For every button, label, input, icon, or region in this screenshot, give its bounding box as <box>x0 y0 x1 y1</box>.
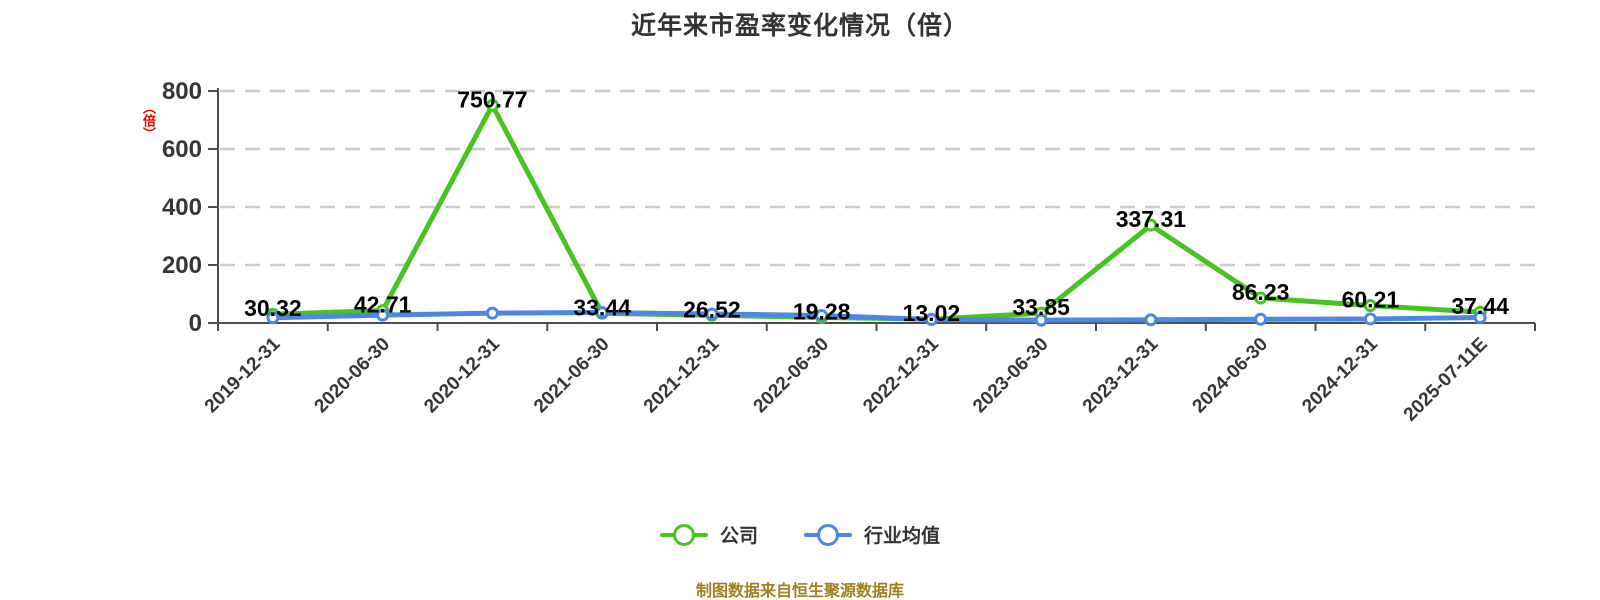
series-line-公司 <box>270 102 1483 322</box>
marker-公司-2023-12-31 <box>1144 218 1158 232</box>
marker-公司-2024-12-31 <box>1363 299 1377 313</box>
legend-item-company[interactable]: 公司 <box>659 521 758 548</box>
x-axis-label-2023-06-30: 2023-06-30 <box>969 334 1053 418</box>
value-label-2022-06-30: 19.28 <box>793 298 851 324</box>
marker-行业均值-2024-06-30 <box>1254 312 1268 326</box>
legend-item-industry-average[interactable]: 行业均值 <box>804 521 940 548</box>
marker-行业均值-2020-12-31 <box>485 306 499 320</box>
x-axis-label-2020-06-30: 2020-06-30 <box>311 334 395 418</box>
legend-marker-company <box>659 523 708 546</box>
value-label-2023-06-30: 33.85 <box>1012 294 1070 320</box>
y-tick-label-800: 800 <box>162 78 202 105</box>
marker-行业均值-2023-06-30 <box>1034 313 1048 327</box>
marker-公司-2020-12-31 <box>485 98 499 112</box>
y-axis-unit-label: （倍） <box>141 101 156 140</box>
value-label-2021-12-31: 26.52 <box>683 296 741 322</box>
chart-legend: 公司 行业均值 <box>0 521 1600 548</box>
legend-marker-industry-average <box>804 523 852 546</box>
marker-公司-2024-06-30 <box>1254 291 1268 305</box>
x-axis-label-2022-12-31: 2022-12-31 <box>859 333 943 417</box>
x-axis-label-2024-12-31: 2024-12-31 <box>1298 333 1382 417</box>
x-axis-label-2022-06-30: 2022-06-30 <box>750 334 834 418</box>
x-axis-label-2021-12-31: 2021-12-31 <box>640 333 724 417</box>
marker-行业均值-2024-12-31 <box>1363 312 1377 326</box>
value-label-2020-12-31: 750.77 <box>457 86 527 112</box>
series-line-行业均值 <box>270 310 1483 323</box>
x-axis-label-2025-07-11E: 2025-07-11E <box>1400 334 1492 426</box>
x-axis-label-2021-06-30: 2021-06-30 <box>530 334 614 418</box>
value-label-2024-06-30: 86.23 <box>1232 279 1290 305</box>
legend-label-industry-average: 行业均值 <box>864 526 941 547</box>
y-tick-label-400: 400 <box>162 194 202 221</box>
legend-label-company: 公司 <box>719 526 758 547</box>
value-label-2024-12-31: 60.21 <box>1342 287 1400 313</box>
y-tick-label-200: 200 <box>162 252 202 279</box>
value-label-2022-12-31: 13.02 <box>903 300 961 326</box>
data-source-note: 制图数据来自恒生聚源数据库 <box>695 583 904 600</box>
y-tick-label-0: 0 <box>189 310 202 337</box>
marker-行业均值-2021-06-30 <box>595 306 609 320</box>
marker-行业均值-2022-12-31 <box>924 313 938 327</box>
x-axis-label-2019-12-31: 2019-12-31 <box>201 333 285 417</box>
marker-行业均值-2025-07-11E <box>1473 310 1487 324</box>
value-label-2023-12-31: 337.31 <box>1116 206 1187 232</box>
value-label-2020-06-30: 42.71 <box>354 292 412 318</box>
y-tick-label-600: 600 <box>162 136 202 163</box>
x-axis-label-2023-12-31: 2023-12-31 <box>1079 333 1163 417</box>
value-label-2019-12-31: 30.32 <box>244 295 302 321</box>
marker-行业均值-2023-12-31 <box>1144 313 1158 327</box>
marker-行业均值-2021-12-31 <box>705 307 719 321</box>
chart-title: 近年来市盈率变化情况（倍） <box>630 12 969 40</box>
value-label-2025-07-11E: 37.44 <box>1451 293 1509 319</box>
x-axis-label-2024-06-30: 2024-06-30 <box>1189 334 1273 418</box>
marker-行业均值-2020-06-30 <box>376 308 390 322</box>
value-label-2021-06-30: 33.44 <box>573 294 631 320</box>
marker-行业均值-2022-06-30 <box>815 308 829 322</box>
x-axis-label-2020-12-31: 2020-12-31 <box>420 333 504 417</box>
marker-行业均值-2019-12-31 <box>266 311 280 325</box>
